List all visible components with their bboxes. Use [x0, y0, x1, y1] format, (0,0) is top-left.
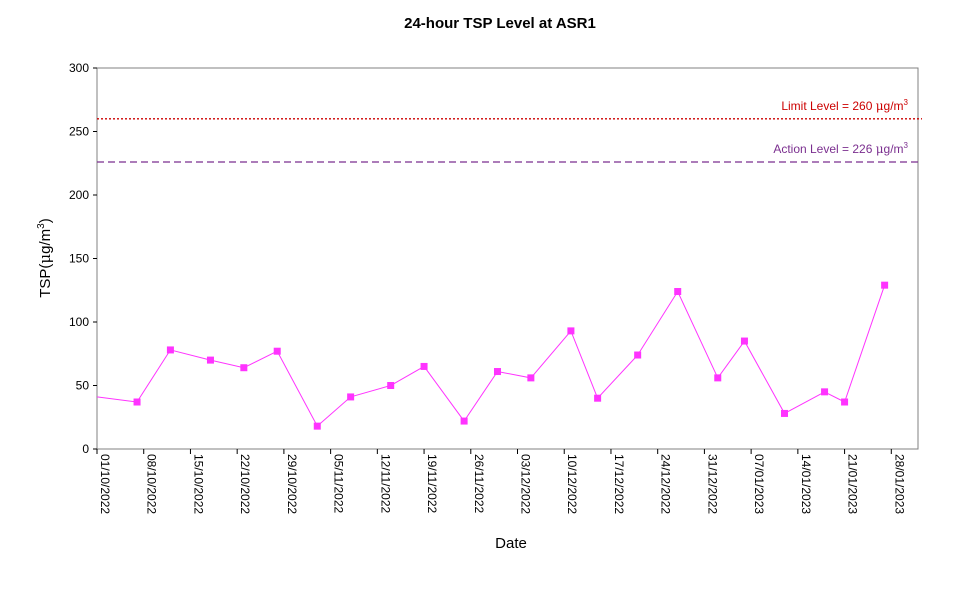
x-tick-label: 08/10/2022: [145, 454, 159, 514]
y-tick-label: 50: [76, 379, 90, 393]
data-point: [881, 281, 889, 289]
data-point: [387, 382, 395, 389]
x-tick-label: 07/01/2023: [752, 454, 766, 514]
data-point: [527, 374, 535, 382]
y-tick-label: 150: [69, 252, 89, 266]
data-point: [841, 398, 849, 406]
y-tick-label: 300: [69, 61, 89, 75]
x-tick-label: 22/10/2022: [238, 454, 252, 514]
x-tick-label: 14/01/2023: [799, 454, 813, 514]
chart-title: 24-hour TSP Level at ASR1: [404, 15, 596, 32]
data-point: [594, 394, 602, 402]
y-axis-label: TSP(μg/m3): [36, 218, 54, 298]
data-point: [567, 327, 575, 335]
x-tick-label: 26/11/2022: [472, 454, 486, 513]
y-tick-label: 200: [69, 188, 89, 202]
y-axis: 0 50 100 150 200 250 300: [69, 61, 97, 456]
x-axis-label: Date: [495, 535, 527, 552]
data-point: [240, 364, 248, 372]
x-axis: 01/10/2022 08/10/2022 15/10/2022 22/10/2022…: [96, 449, 906, 514]
data-point: [460, 417, 468, 425]
y-tick-label: 250: [69, 125, 89, 139]
x-tick-label: 01/10/2022: [98, 454, 112, 514]
x-tick-label: 03/12/2022: [519, 454, 533, 514]
data-point: [740, 337, 748, 345]
reference-line-label: Limit Level = 260 μg/m3: [781, 98, 908, 113]
data-point: [714, 374, 722, 382]
x-tick-label: 31/12/2022: [705, 454, 719, 514]
data-point: [347, 393, 355, 401]
data-point: [166, 346, 174, 354]
x-tick-label: 24/12/2022: [659, 454, 673, 514]
data-series: [96, 281, 889, 430]
x-tick-label: 12/11/2022: [378, 454, 392, 513]
y-tick-label: 0: [82, 442, 89, 456]
series-line: [96, 285, 886, 427]
x-tick-label: 15/10/2022: [191, 454, 205, 514]
data-point: [674, 288, 682, 296]
data-point: [206, 356, 214, 364]
x-tick-label: 19/11/2022: [425, 454, 439, 513]
data-point: [133, 398, 141, 406]
data-point: [493, 368, 501, 376]
data-point: [634, 351, 642, 359]
x-tick-label: 17/12/2022: [612, 454, 626, 514]
data-point: [273, 347, 281, 355]
reference-line-label: Action Level = 226 μg/m3: [773, 141, 908, 156]
y-tick-label: 100: [69, 315, 89, 329]
data-point: [313, 422, 321, 430]
data-point: [420, 362, 428, 370]
data-point: [821, 388, 829, 396]
data-point: [781, 409, 789, 417]
reference-lines: Action Level = 226 μg/m3 Limit Level = 26…: [97, 98, 922, 163]
x-tick-label: 28/01/2023: [892, 454, 906, 514]
x-tick-label: 29/10/2022: [285, 454, 299, 514]
x-tick-label: 21/01/2023: [846, 454, 860, 514]
plot-area: [96, 67, 919, 450]
x-tick-label: 10/12/2022: [565, 454, 579, 514]
x-tick-label: 05/11/2022: [332, 454, 346, 513]
